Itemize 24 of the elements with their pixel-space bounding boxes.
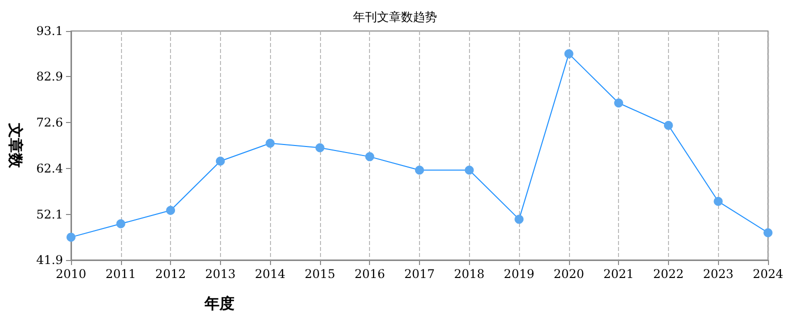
x-tick-label: 2011	[106, 267, 136, 281]
y-tick-label: 72.6	[36, 116, 63, 130]
y-axis-title: 文章数	[6, 122, 24, 169]
x-axis-title: 年度	[204, 294, 234, 312]
x-tick-label: 2017	[404, 267, 435, 281]
y-tick-label: 52.1	[36, 207, 63, 222]
x-tick-label: 2012	[155, 267, 186, 281]
y-tick-label: 62.4	[36, 161, 64, 176]
x-tick-label: 2015	[304, 267, 336, 281]
x-tick-label: 2014	[254, 267, 286, 281]
x-tick-label: 2020	[554, 267, 584, 281]
x-tick-label: 2023	[702, 267, 734, 281]
x-tick-label: 2024	[752, 267, 784, 281]
y-tick-label: 93.1	[36, 24, 63, 38]
x-tick-label: 2016	[354, 267, 385, 281]
y-tick-label: 41.9	[36, 253, 63, 267]
x-tick-label: 2018	[454, 267, 485, 281]
x-tick-label: 2013	[205, 267, 236, 281]
y-tick-label: 82.9	[36, 70, 63, 84]
chart-title: 年刊文章数趋势	[353, 10, 437, 24]
x-tick-label: 2021	[603, 267, 634, 281]
x-tick-label: 2022	[653, 267, 684, 281]
x-tick-label: 2010	[56, 267, 86, 281]
x-tick-label: 2019	[504, 267, 534, 281]
